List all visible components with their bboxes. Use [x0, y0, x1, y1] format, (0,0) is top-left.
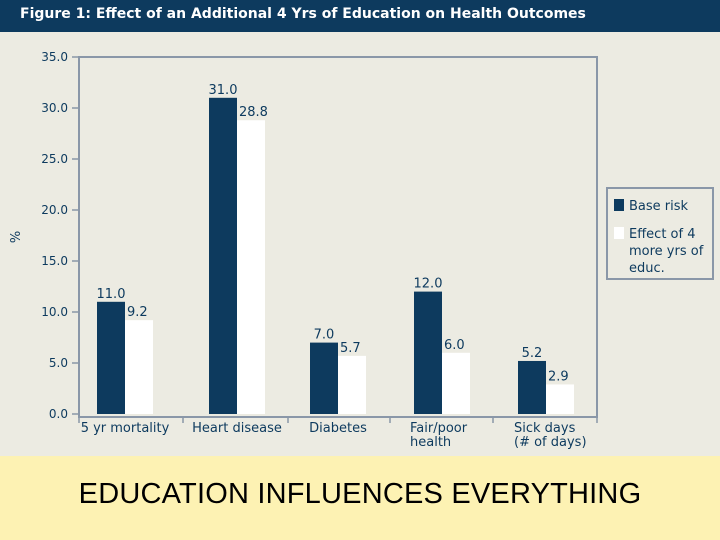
- bars: [97, 97, 574, 415]
- data-label-effect: 5.7: [340, 341, 361, 356]
- data-label-base-risk: 31.0: [209, 83, 238, 98]
- y-axis: 0.0 5.0 10.0 15.0 20.0 25.0 30.0 35.0: [41, 50, 79, 421]
- legend-entry: Effect of 4 more yrs of educ.: [629, 227, 704, 276]
- caption-band: EDUCATION INFLUENCES EVERYTHING: [0, 456, 720, 540]
- bar-base-risk: [310, 342, 338, 414]
- legend: Base risk Effect of 4 more yrs of educ.: [606, 187, 714, 280]
- y-tick-label: 10.0: [41, 305, 68, 319]
- data-labels: 11.09.2 31.028.8 7.0 5.7 12.0 6.0 5.2 2.9: [97, 83, 569, 385]
- y-tick-label: 25.0: [41, 152, 68, 166]
- data-label-effect: 28.8: [239, 105, 268, 120]
- bar-base-risk: [518, 360, 546, 414]
- y-tick-label: 15.0: [41, 254, 68, 268]
- chart-title: Figure 1: Effect of an Additional 4 Yrs …: [0, 0, 720, 32]
- bar-base-risk: [209, 97, 237, 415]
- legend-entry: Base risk: [629, 199, 689, 214]
- bar-effect: [125, 320, 153, 414]
- data-label-base-risk: 7.0: [314, 328, 335, 343]
- y-tick-label: 35.0: [41, 50, 68, 64]
- x-category-label: 5 yr mortality: [81, 421, 170, 436]
- x-axis: 5 yr mortality Heart disease Diabetes Fair/…: [78, 417, 598, 450]
- legend-swatch-effect: [614, 227, 624, 239]
- bar-effect: [442, 352, 470, 414]
- legend-entries: Base risk Effect of 4 more yrs of educ.: [629, 199, 704, 276]
- x-category-label: Sick days (# of days): [514, 421, 587, 450]
- y-axis-label: %: [9, 231, 24, 243]
- x-category-label: Heart disease: [192, 421, 282, 436]
- bar-effect: [237, 120, 265, 415]
- data-label-base-risk: 12.0: [414, 277, 443, 292]
- bar-effect: [338, 355, 366, 414]
- data-label-base-risk: 5.2: [522, 346, 543, 361]
- legend-box: [606, 187, 714, 280]
- data-label-effect: 6.0: [444, 338, 465, 353]
- y-tick-label: 20.0: [41, 203, 68, 217]
- y-tick-label: 5.0: [49, 356, 68, 370]
- slide-caption: EDUCATION INFLUENCES EVERYTHING: [78, 478, 642, 510]
- bar-effect: [546, 384, 574, 414]
- bar-chart: 0.0 5.0 10.0 15.0 20.0 25.0 30.0 35.0 11.09.2 31…: [9, 50, 714, 450]
- bar-base-risk: [414, 291, 442, 414]
- x-category-label: Fair/poor health: [410, 421, 468, 450]
- legend-swatch-base-risk: [614, 199, 624, 211]
- bar-base-risk: [97, 301, 125, 414]
- y-tick-label: 30.0: [41, 101, 68, 115]
- data-label-effect: 2.9: [548, 369, 569, 384]
- y-tick-label: 0.0: [49, 407, 68, 421]
- data-label-base-risk: 11.0: [97, 287, 126, 302]
- x-category-label: Diabetes: [309, 421, 367, 436]
- data-label-effect: 9.2: [127, 305, 148, 320]
